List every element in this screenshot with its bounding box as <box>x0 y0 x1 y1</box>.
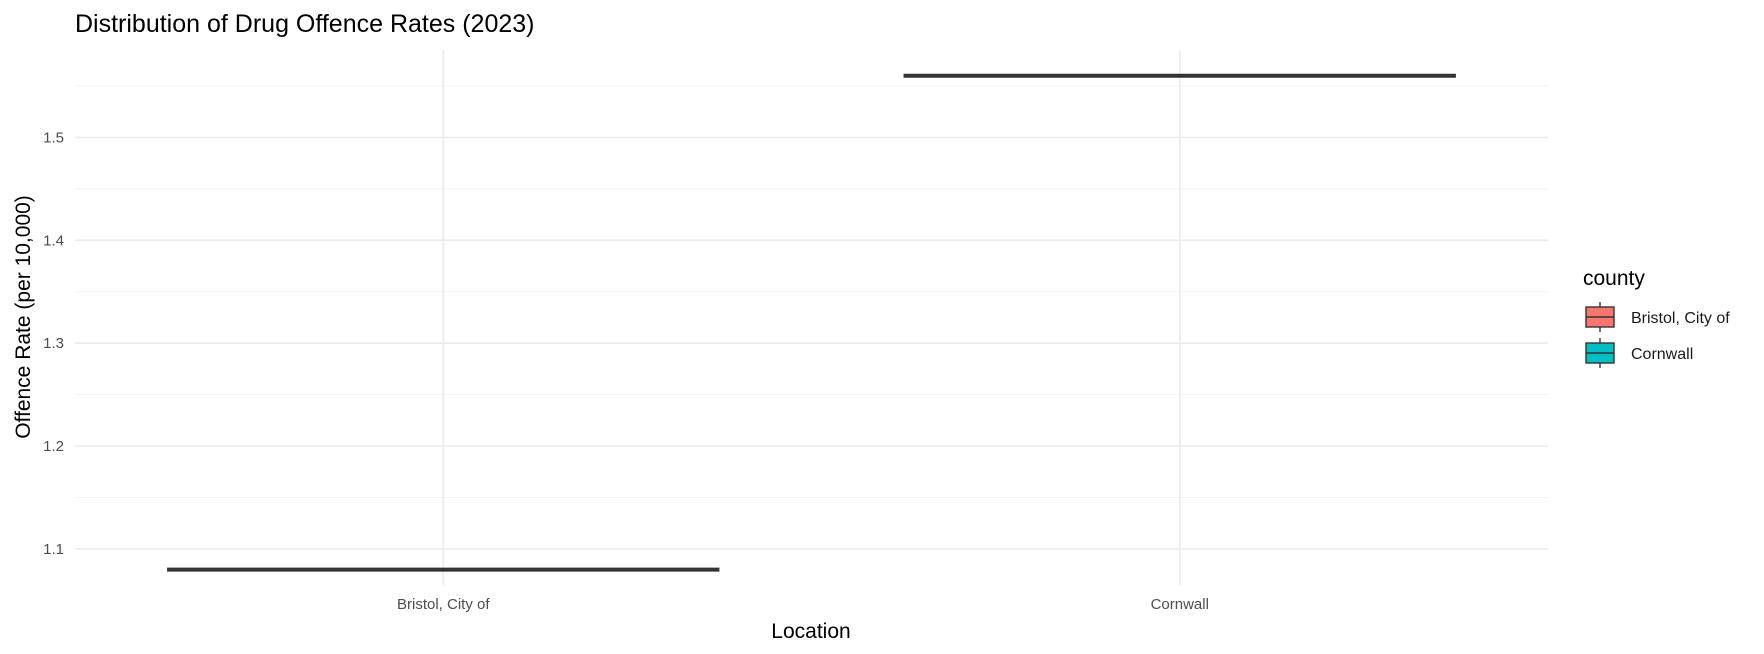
legend-label: Cornwall <box>1631 346 1693 363</box>
x-axis-ticks: Bristol, City of Cornwall <box>397 596 1209 613</box>
y-tick-label: 1.1 <box>43 541 64 558</box>
x-tick-label: Cornwall <box>1151 596 1209 613</box>
x-tick-label: Bristol, City of <box>397 596 490 613</box>
y-tick-label: 1.3 <box>43 335 64 352</box>
chart-title: Distribution of Drug Offence Rates (2023… <box>75 10 535 38</box>
y-tick-label: 1.2 <box>43 438 64 455</box>
y-tick-label: 1.5 <box>43 129 64 146</box>
y-tick-label: 1.4 <box>43 232 64 249</box>
legend-title: county <box>1583 267 1645 290</box>
box-marks <box>167 73 1456 572</box>
legend-label: Bristol, City of <box>1631 310 1730 327</box>
y-axis-ticks: 1.1 1.2 1.3 1.4 1.5 <box>43 129 64 558</box>
x-axis-title: Location <box>771 620 850 643</box>
grid <box>75 50 1548 585</box>
y-axis-title: Offence Rate (per 10,000) <box>12 195 35 439</box>
legend: county Bristol, City of Cornwall <box>1583 267 1730 368</box>
